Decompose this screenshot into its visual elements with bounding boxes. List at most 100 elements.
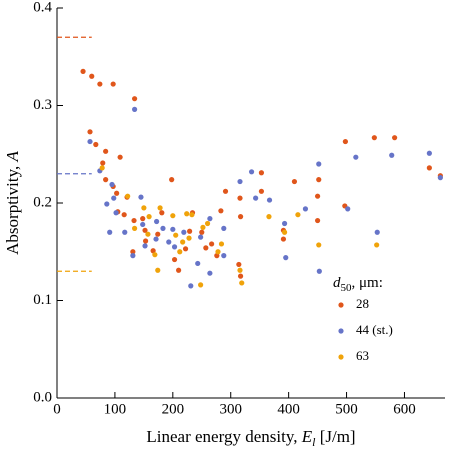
x-axis-label: Linear energy density, El [J/m] bbox=[146, 427, 355, 449]
y-tick-label: 0.1 bbox=[33, 292, 52, 308]
point bbox=[203, 245, 209, 251]
point bbox=[140, 216, 146, 222]
point bbox=[207, 270, 213, 276]
point bbox=[87, 129, 93, 135]
point bbox=[374, 229, 380, 235]
point bbox=[180, 239, 186, 245]
point bbox=[132, 96, 138, 102]
point bbox=[316, 242, 322, 248]
point bbox=[295, 212, 301, 218]
x-label-text: Linear energy density, El [J/m] bbox=[146, 427, 355, 449]
y-tick-label: 0.2 bbox=[33, 194, 52, 210]
x-tick-label: 400 bbox=[277, 401, 300, 417]
point bbox=[107, 229, 113, 235]
point bbox=[218, 241, 225, 247]
point bbox=[222, 188, 229, 194]
point bbox=[302, 206, 309, 212]
point bbox=[87, 138, 93, 145]
point bbox=[150, 248, 156, 254]
point bbox=[374, 242, 380, 248]
point bbox=[221, 225, 227, 231]
x-tick-label: 600 bbox=[393, 401, 416, 417]
point bbox=[113, 210, 119, 216]
point bbox=[258, 188, 265, 194]
point bbox=[214, 253, 220, 259]
y-tick-label: 0.3 bbox=[33, 97, 52, 113]
point bbox=[316, 161, 322, 167]
point bbox=[132, 106, 138, 112]
point bbox=[371, 135, 377, 141]
point bbox=[237, 178, 243, 185]
label-part: 50 bbox=[341, 282, 353, 294]
legend-label: 63 bbox=[356, 348, 369, 363]
point bbox=[207, 216, 213, 222]
point bbox=[166, 239, 172, 245]
point bbox=[103, 177, 109, 183]
point bbox=[237, 267, 243, 273]
point bbox=[125, 193, 131, 199]
point bbox=[146, 214, 152, 220]
point bbox=[138, 194, 144, 200]
point bbox=[353, 154, 359, 160]
point bbox=[258, 170, 265, 176]
legend-label: 44 (st.) bbox=[356, 322, 393, 337]
point bbox=[200, 224, 206, 230]
point bbox=[80, 68, 86, 74]
point bbox=[314, 193, 321, 199]
point bbox=[171, 256, 178, 263]
point bbox=[237, 195, 243, 201]
label-part: d bbox=[333, 275, 341, 291]
point bbox=[199, 229, 205, 235]
point bbox=[109, 181, 115, 188]
point bbox=[182, 246, 189, 252]
point bbox=[97, 81, 103, 87]
point bbox=[173, 232, 179, 238]
point bbox=[132, 225, 138, 231]
point bbox=[142, 227, 148, 233]
point bbox=[130, 249, 136, 255]
point bbox=[221, 253, 227, 259]
point bbox=[316, 268, 322, 274]
x-tick-label: 500 bbox=[335, 401, 358, 417]
point bbox=[170, 226, 176, 232]
point bbox=[281, 229, 288, 235]
point bbox=[342, 138, 348, 145]
point bbox=[291, 178, 298, 185]
point bbox=[152, 252, 158, 258]
point bbox=[111, 195, 117, 201]
point bbox=[195, 260, 201, 267]
label-part: E bbox=[301, 427, 313, 446]
label-part: , μm: bbox=[352, 275, 383, 291]
x-tick-label: 100 bbox=[104, 401, 127, 417]
point bbox=[236, 261, 242, 268]
point bbox=[140, 221, 146, 228]
point bbox=[280, 236, 287, 242]
point bbox=[426, 165, 432, 171]
label-part: Linear energy density, bbox=[146, 427, 301, 446]
y-tick-label: 0.4 bbox=[33, 0, 52, 15]
point bbox=[209, 241, 215, 247]
point bbox=[145, 231, 151, 237]
point bbox=[281, 220, 288, 227]
point bbox=[392, 135, 398, 141]
point bbox=[181, 229, 187, 235]
point bbox=[153, 236, 159, 242]
point bbox=[130, 253, 136, 259]
point bbox=[204, 220, 211, 227]
point bbox=[266, 197, 273, 203]
legend-marker bbox=[338, 302, 344, 308]
point bbox=[110, 81, 116, 87]
point bbox=[253, 195, 259, 201]
point bbox=[426, 150, 432, 156]
legend-marker bbox=[338, 354, 344, 360]
y-label-text: Absorptivity, A bbox=[3, 151, 22, 255]
point bbox=[122, 229, 128, 235]
point bbox=[103, 148, 109, 154]
x-tick-label: 200 bbox=[162, 401, 185, 417]
point bbox=[159, 210, 165, 216]
legend-label: 28 bbox=[356, 296, 369, 311]
point bbox=[237, 273, 244, 279]
point bbox=[389, 152, 395, 158]
point bbox=[248, 169, 255, 175]
point bbox=[198, 282, 204, 288]
